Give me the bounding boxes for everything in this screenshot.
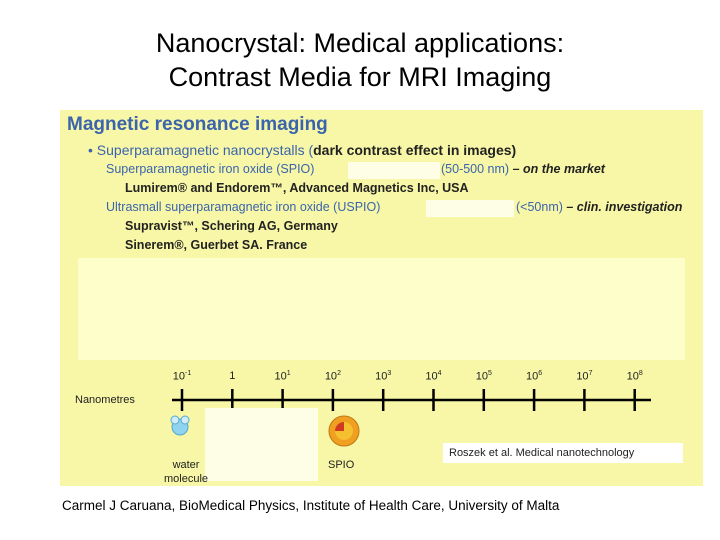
footer-credit: Carmel J Caruana, BioMedical Physics, In… bbox=[62, 498, 560, 513]
blank-image-area bbox=[78, 258, 685, 360]
slide-title: Nanocrystal: Medical applications: Contr… bbox=[0, 26, 720, 94]
tick-base: 10 bbox=[626, 370, 639, 383]
tick-base: 10 bbox=[375, 370, 388, 383]
tick-exponent: -1 bbox=[185, 370, 192, 377]
uspio-size: (<50nm) bbox=[516, 200, 563, 214]
bullet-prefix: • Superparamagnetic nanocrystalls ( bbox=[88, 142, 314, 158]
tick-exponent: 4 bbox=[437, 370, 442, 377]
spio-size: (50-500 nm) bbox=[441, 162, 510, 176]
scale-axis bbox=[172, 389, 651, 411]
spio-size-line: (50-500 nm) – on the market bbox=[441, 162, 605, 176]
tick-exponent: 5 bbox=[487, 370, 492, 377]
tick-base: 10 bbox=[274, 370, 287, 383]
tick-label: 101 bbox=[268, 370, 298, 383]
uspio-image-placeholder bbox=[426, 200, 514, 217]
scale-label: Nanometres bbox=[75, 394, 135, 406]
spio-name: Superparamagnetic iron oxide (SPIO) bbox=[106, 162, 315, 176]
tick-base: 10 bbox=[576, 370, 589, 383]
spio-status: – on the market bbox=[509, 162, 605, 176]
water-molecule-label: water molecule bbox=[164, 458, 208, 486]
title-line-1: Nanocrystal: Medical applications: bbox=[155, 28, 565, 58]
tick-marks bbox=[180, 389, 636, 411]
tick-base: 10 bbox=[475, 370, 488, 383]
tick-label: 104 bbox=[419, 370, 449, 383]
tick-base: 10 bbox=[324, 370, 338, 383]
bullet-dark: dark contrast effect in images) bbox=[313, 142, 517, 158]
tick-exponent: 7 bbox=[588, 370, 593, 377]
tick-base: 1 bbox=[229, 370, 236, 382]
uspio-name: Ultrasmall superparamagnetic iron oxide … bbox=[106, 200, 381, 214]
spio-products: Lumirem® and Endorem™, Advanced Magnetic… bbox=[125, 181, 469, 195]
tick-label: 107 bbox=[569, 370, 599, 383]
tick-exponent: 8 bbox=[638, 370, 643, 377]
water-label-line-2: molecule bbox=[164, 473, 209, 485]
tick-label: 105 bbox=[469, 370, 499, 383]
tick-label: 108 bbox=[620, 370, 650, 383]
tick-base: 10 bbox=[425, 370, 438, 383]
tick-base: 10 bbox=[172, 370, 185, 383]
tick-label: 102 bbox=[318, 370, 348, 383]
tick-label: 1 bbox=[217, 370, 247, 382]
citation: Roszek et al. Medical nanotechnology bbox=[443, 443, 683, 463]
tick-exponent: 2 bbox=[337, 370, 341, 377]
spio-particle-icon bbox=[328, 415, 360, 447]
tick-exponent: 6 bbox=[538, 370, 543, 377]
tick-exponent: 1 bbox=[286, 370, 291, 377]
tick-label: 103 bbox=[368, 370, 398, 383]
title-line-2: Contrast Media for MRI Imaging bbox=[168, 62, 552, 92]
uspio-product-1: Supravist™, Schering AG, Germany bbox=[125, 219, 338, 233]
panel-heading: Magnetic resonance imaging bbox=[67, 114, 328, 135]
tick-exponent: 3 bbox=[387, 370, 392, 377]
bullet-line: • Superparamagnetic nanocrystalls (dark … bbox=[88, 142, 516, 158]
tick-label: 10-1 bbox=[167, 370, 197, 383]
uspio-status: – clin. investigation bbox=[562, 200, 683, 214]
spio-image-placeholder bbox=[348, 162, 440, 179]
water-label-line-1: water bbox=[172, 459, 200, 471]
molecule-image-placeholder bbox=[205, 408, 318, 481]
uspio-product-2: Sinerem®, Guerbet SA. France bbox=[125, 238, 308, 252]
uspio-size-line: (<50nm) – clin. investigation bbox=[516, 200, 682, 214]
spio-label: SPIO bbox=[328, 459, 355, 471]
tick-label: 106 bbox=[519, 370, 549, 383]
mri-panel: Magnetic resonance imaging • Superparama… bbox=[60, 110, 703, 486]
tick-base: 10 bbox=[526, 370, 539, 383]
water-molecule-icon bbox=[170, 415, 190, 436]
